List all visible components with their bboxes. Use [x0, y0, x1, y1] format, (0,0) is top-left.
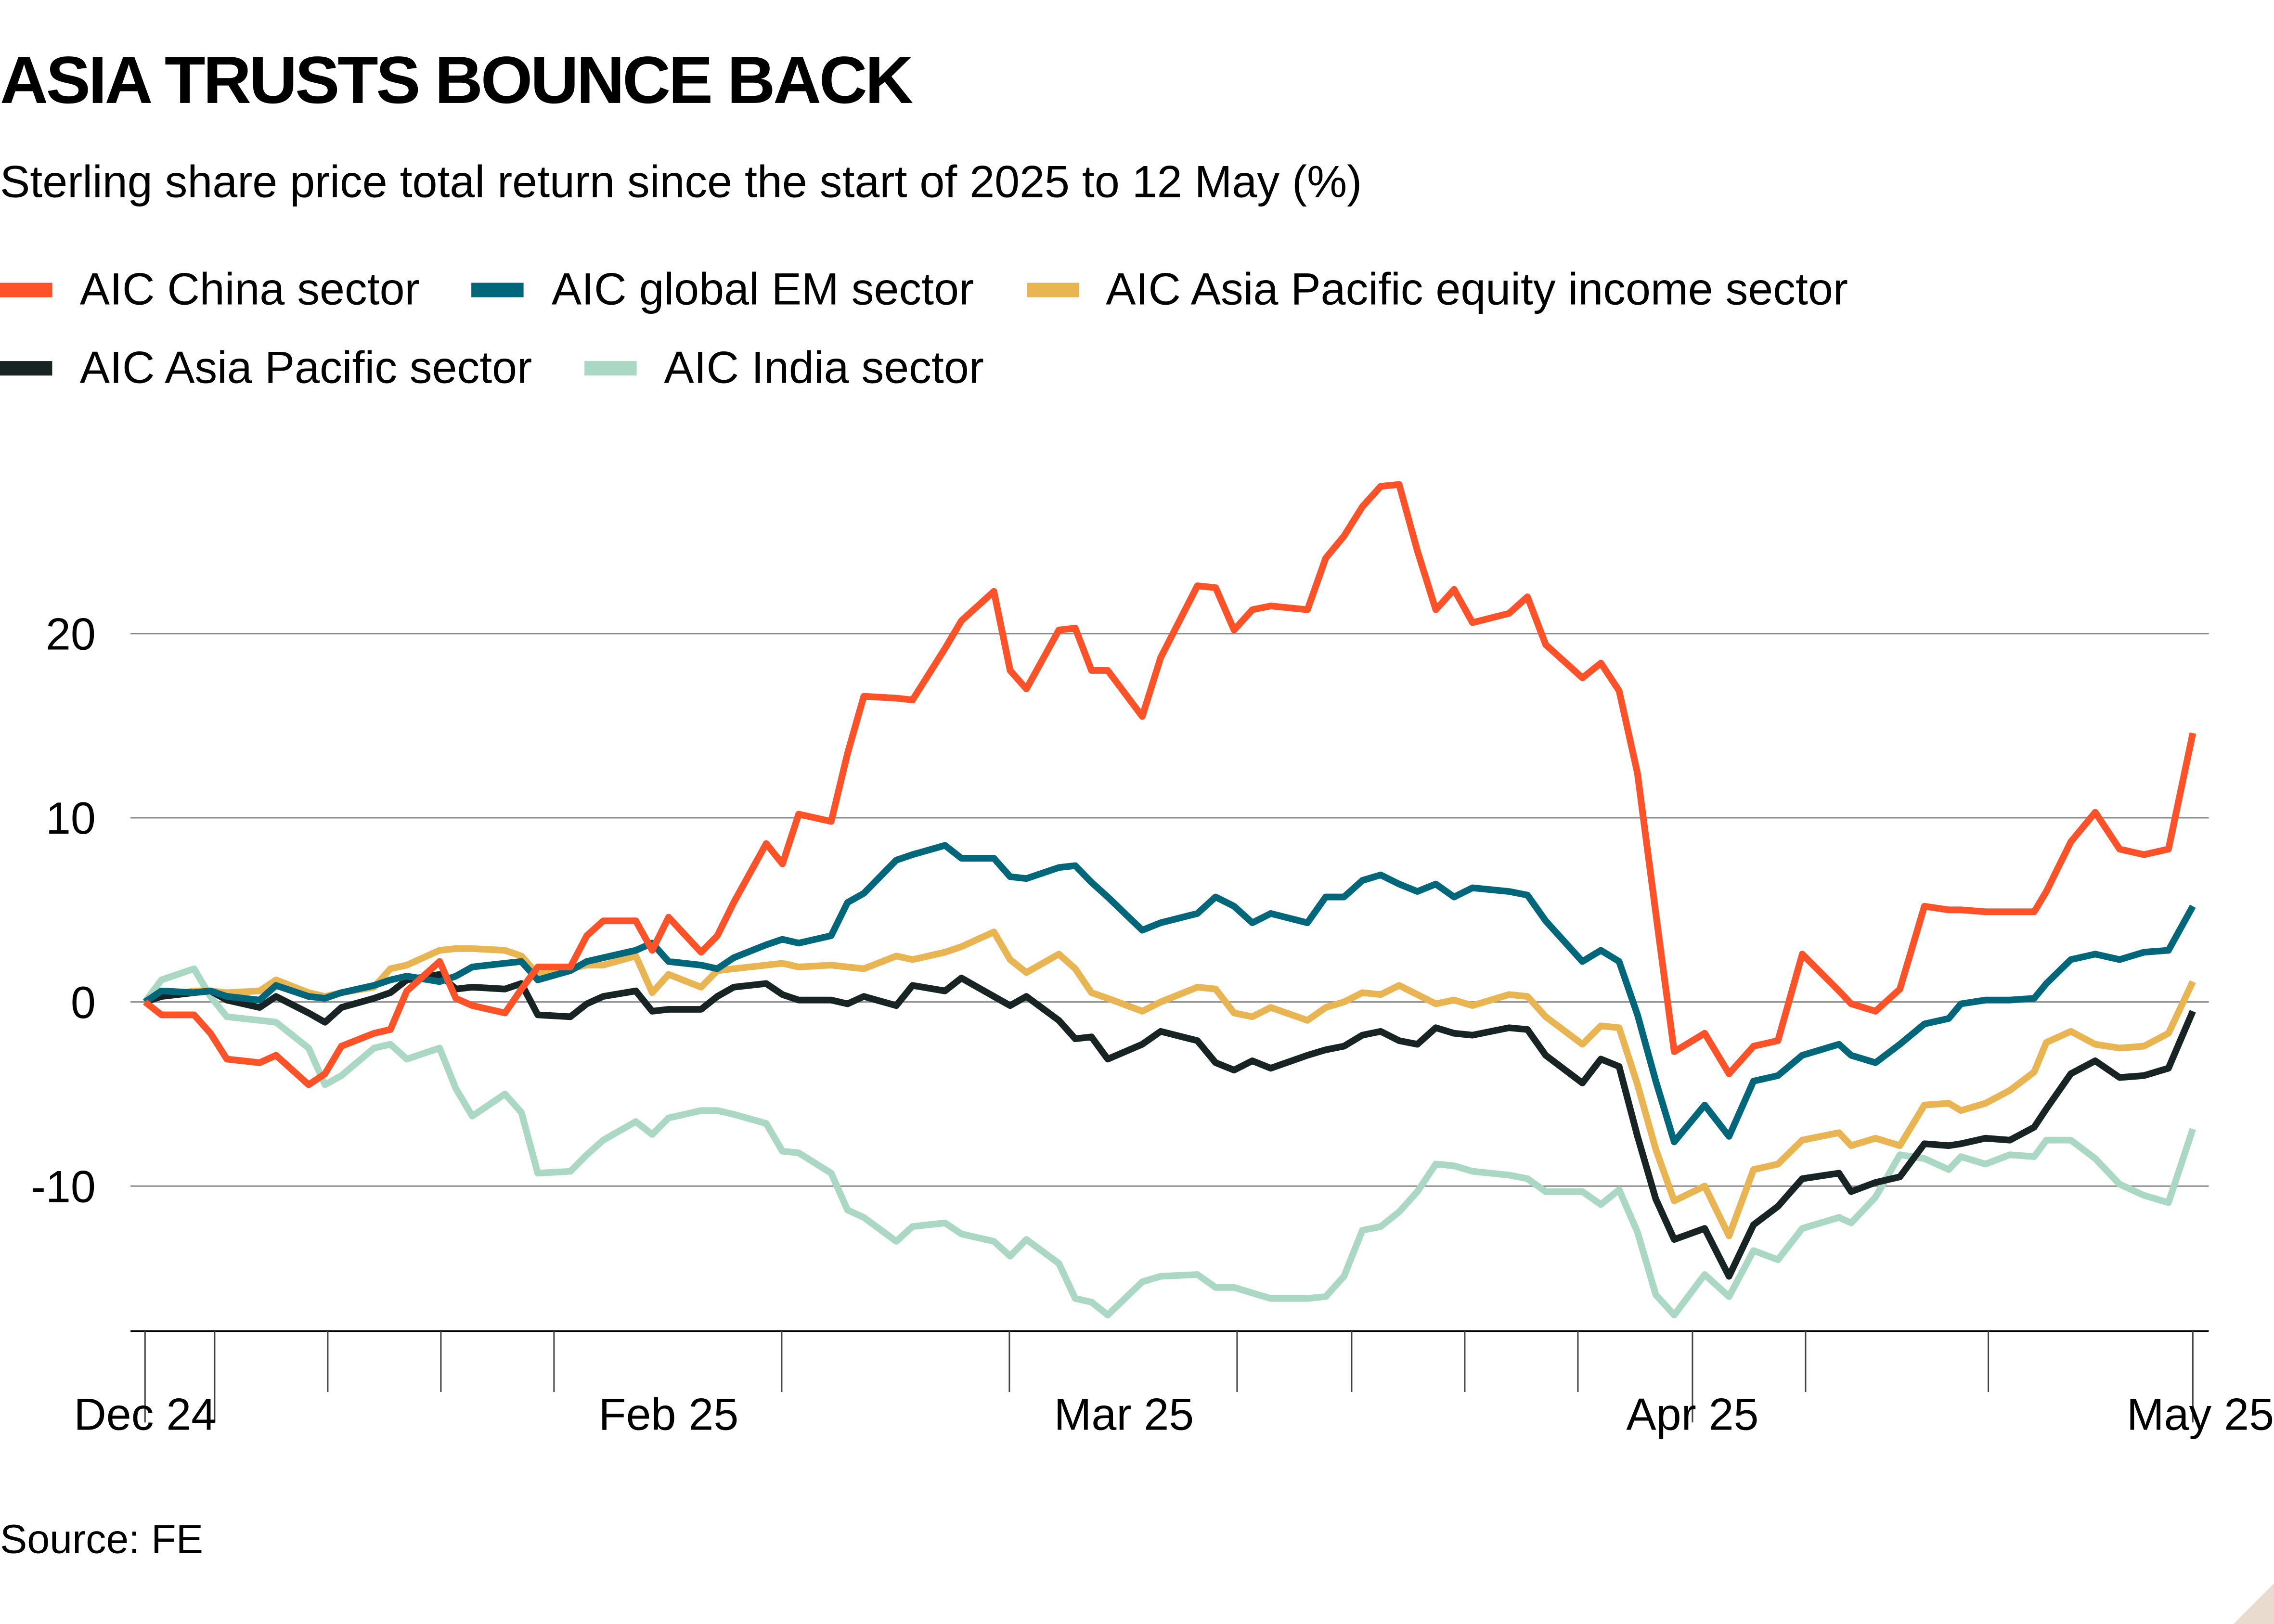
legend-row-1: AIC China sector AIC global EM sector AI… [0, 264, 1900, 316]
series-line-aic-asia-pacific-sector [144, 971, 2196, 1280]
legend-label: AIC global EM sector [551, 264, 974, 315]
y-tick-label: 0 [71, 977, 96, 1028]
legend-item-india: AIC India sector [584, 342, 984, 394]
y-tick-label: 10 [46, 793, 96, 843]
legend-label: AIC China sector [79, 264, 420, 315]
y-tick-label: 20 [46, 609, 96, 659]
chart-subtitle: Sterling share price total return since … [0, 156, 1362, 207]
legend-swatch [472, 283, 524, 297]
x-tick-label: Apr 25 [1626, 1389, 1758, 1439]
x-tick-label: Mar 25 [1054, 1389, 1194, 1439]
legend-item-global-em: AIC global EM sector [472, 264, 974, 316]
legend-swatch [1026, 283, 1079, 297]
legend-swatch [584, 361, 637, 376]
legend-label: AIC Asia Pacific equity income sector [1106, 264, 1848, 315]
series-line-aic-asia-pacific-equity-income-sector [144, 928, 2196, 1239]
legend-item-china: AIC China sector [0, 264, 420, 316]
series-line-aic-china-sector [142, 481, 2196, 1088]
chart-title: ASIA TRUSTS BOUNCE BACK [0, 42, 913, 118]
series-line-aic-global-em-sector [143, 842, 2196, 1146]
x-tick-label: Dec 24 [74, 1389, 216, 1439]
x-tick-label: Feb 25 [599, 1389, 739, 1439]
x-tick-label: May 25 [2127, 1389, 2274, 1439]
legend-swatch [0, 283, 52, 297]
legend-swatch [0, 361, 52, 376]
legend-label: AIC India sector [664, 342, 984, 393]
y-tick-label: -10 [31, 1161, 96, 1212]
series-line-aic-india-sector [142, 965, 2196, 1318]
legend-label: AIC Asia Pacific sector [79, 342, 532, 393]
legend-item-asia-pacific: AIC Asia Pacific sector [0, 342, 532, 394]
legend-item-equity-income: AIC Asia Pacific equity income sector [1026, 264, 1848, 316]
source-note: Source: FE [0, 1517, 203, 1562]
corner-mark [2233, 1583, 2274, 1624]
legend-row-2: AIC Asia Pacific sector AIC India sector [0, 342, 1036, 394]
